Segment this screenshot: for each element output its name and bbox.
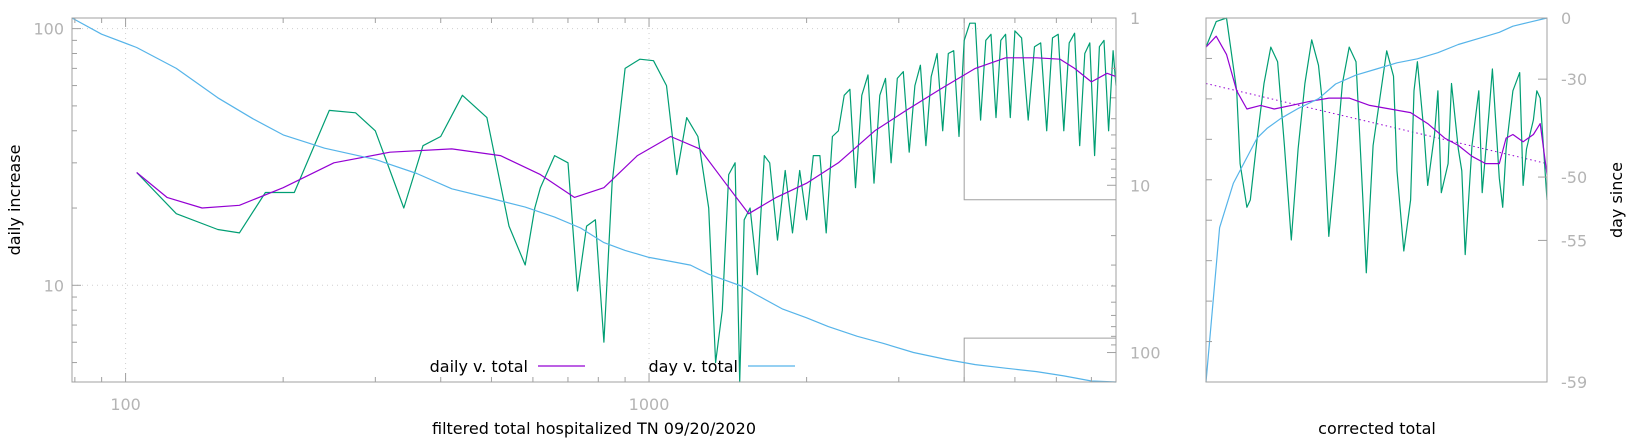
main-series-group — [71, 17, 1117, 383]
inset-x-axis-title: corrected total — [1318, 419, 1436, 438]
legend: daily v. total day v. total — [430, 357, 795, 376]
legend-label-day: day v. total — [649, 357, 739, 376]
main-ticks: 100 1000 10 100 1 10 100 — [33, 9, 1160, 414]
main-series-line-raw — [136, 22, 1117, 383]
main-y-tick-label: 10 — [44, 276, 64, 295]
inset-series-line-daily — [1205, 35, 1548, 175]
zoom-box-lower — [963, 337, 1116, 382]
inset-plot-frame — [1205, 17, 1548, 383]
main-x-tick-label: 1000 — [629, 395, 670, 414]
main-grid — [72, 18, 1116, 382]
main-y2-tick-label: 100 — [1130, 344, 1161, 363]
main-y2-tick-label: 10 — [1130, 176, 1150, 195]
legend-label-daily: daily v. total — [430, 357, 528, 376]
main-series-line-day — [71, 17, 1117, 383]
inset-series-group — [1205, 17, 1548, 383]
main-y-axis-title: daily increase — [5, 145, 24, 256]
main-series-line-daily — [136, 57, 1117, 215]
main-x-tick-label: 100 — [110, 395, 141, 414]
inset-series-line-day — [1205, 17, 1548, 383]
main-x-axis-title: filtered total hospitalized TN 09/20/202… — [432, 419, 756, 438]
inset-y2-tick-label: -30 — [1561, 70, 1587, 89]
zoom-box-upper — [963, 18, 1116, 201]
inset-ticks: 0 -30 -50 -55 -59 — [1206, 9, 1587, 392]
inset-y2-tick-label: -55 — [1561, 231, 1587, 250]
main-plot-frame — [71, 17, 1117, 383]
inset-y2-axis-title: day since — [1607, 162, 1626, 238]
inset-y2-tick-label: -50 — [1561, 168, 1587, 187]
inset-series-line-raw — [1205, 17, 1548, 274]
inset-y2-tick-label: -59 — [1561, 373, 1587, 392]
main-y2-tick-label: 1 — [1130, 9, 1140, 28]
inset-y2-tick-label: 0 — [1561, 9, 1571, 28]
main-y-tick-label: 100 — [33, 20, 64, 39]
zoom-region-box — [963, 18, 1116, 382]
